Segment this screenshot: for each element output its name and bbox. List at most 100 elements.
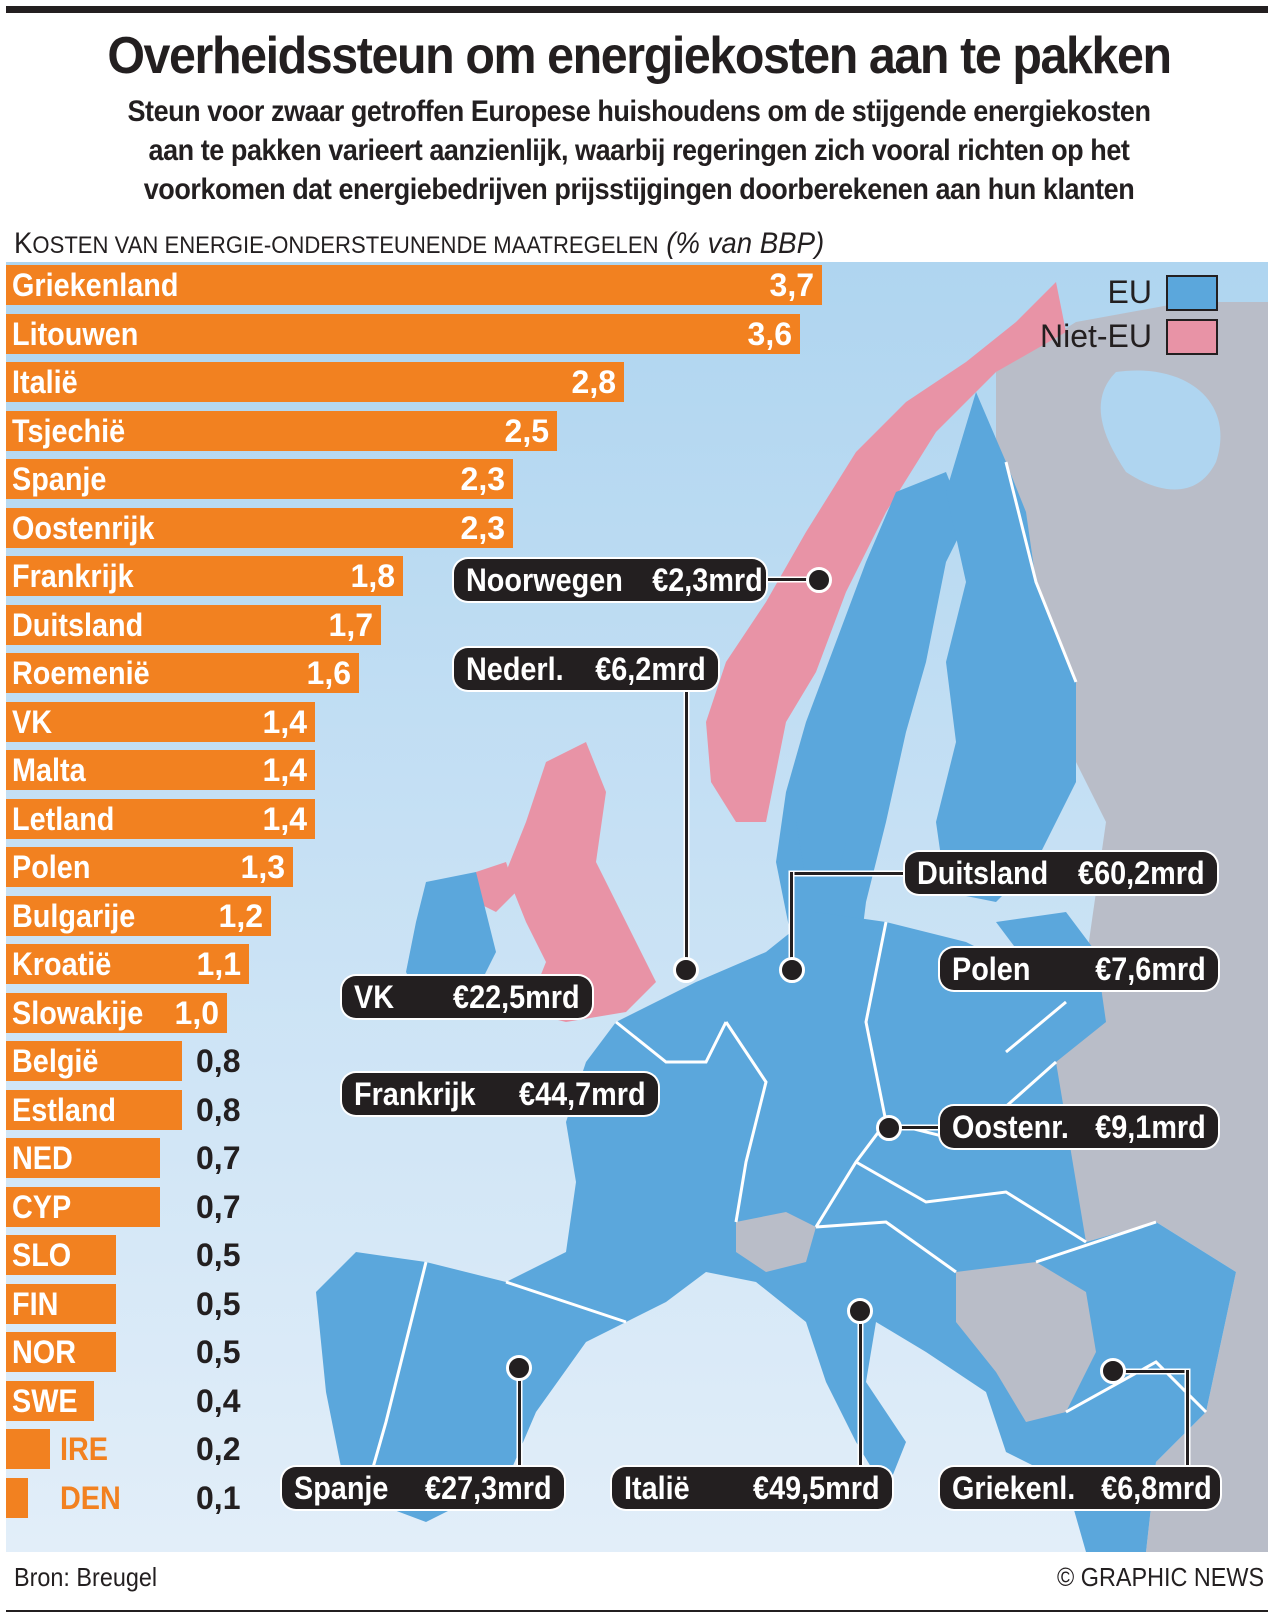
bar-2 bbox=[6, 362, 624, 402]
chart-title: KOSTEN VAN ENERGIE-ONDERSTEUNENDE MAATRE… bbox=[14, 226, 824, 264]
chart-title-cap: K bbox=[14, 227, 33, 260]
marker-nederland bbox=[673, 957, 699, 983]
top-rule bbox=[6, 6, 1268, 13]
legend-label-non-eu: Niet-EU bbox=[1039, 318, 1152, 354]
bar-label: SLO bbox=[12, 1237, 72, 1273]
bar-value: 0,8 bbox=[196, 1043, 241, 1079]
bar-value: 0,5 bbox=[196, 1334, 241, 1370]
bar-label: Roemenië bbox=[12, 655, 150, 691]
leader-spanje bbox=[518, 1370, 521, 1470]
leader-oostenrijk bbox=[890, 1126, 940, 1129]
callout-country: Italië bbox=[624, 1470, 690, 1506]
bar-value: 1,2 bbox=[218, 898, 263, 934]
bar-value: 0,8 bbox=[196, 1092, 241, 1128]
bar-value: 1,3 bbox=[240, 849, 285, 885]
bar-value: 0,4 bbox=[196, 1383, 241, 1419]
bar-label: Malta bbox=[12, 752, 86, 788]
callout-oostenrijk: Oostenr. €9,1mrd bbox=[940, 1106, 1218, 1148]
bar-value: 1,6 bbox=[306, 655, 351, 691]
leader-griekenland bbox=[1118, 1370, 1188, 1373]
leader-duitsland bbox=[790, 872, 906, 875]
bar-23 bbox=[6, 1381, 94, 1421]
region-balkans bbox=[956, 1262, 1096, 1422]
region-russia bbox=[996, 302, 1268, 1552]
bar-value: 1,0 bbox=[174, 995, 219, 1031]
bar-value: 1,1 bbox=[196, 946, 241, 982]
callout-polen: Polen €7,6mrd bbox=[940, 948, 1218, 990]
callout-country: Nederl. bbox=[466, 651, 564, 687]
bar-21 bbox=[6, 1284, 116, 1324]
bar-11 bbox=[6, 799, 315, 839]
bar-value: 3,6 bbox=[747, 316, 792, 352]
bar-value: 0,1 bbox=[196, 1480, 241, 1516]
callout-duitsland: Duitsland €60,2mrd bbox=[905, 852, 1217, 894]
callout-amount: €44,7mrd bbox=[519, 1076, 646, 1112]
bar-4 bbox=[6, 459, 513, 499]
marker-duitsland bbox=[779, 957, 805, 983]
callout-amount: €49,5mrd bbox=[753, 1470, 880, 1506]
bar-18 bbox=[6, 1138, 160, 1178]
bar-value: 1,4 bbox=[262, 704, 307, 740]
leader-griekenland-v bbox=[1186, 1370, 1189, 1470]
marker-noorwegen bbox=[806, 567, 832, 593]
callout-amount: €6,8mrd bbox=[1101, 1470, 1212, 1506]
leader-nederland bbox=[685, 690, 688, 970]
region-finland bbox=[936, 392, 1076, 902]
bar-label: Italië bbox=[12, 364, 78, 400]
bar-label: NED bbox=[12, 1140, 73, 1176]
bar-16 bbox=[6, 1041, 182, 1081]
bar-label: Estland bbox=[12, 1092, 117, 1128]
marker-spanje bbox=[506, 1355, 532, 1381]
bar-label: Letland bbox=[12, 801, 115, 837]
bar-20 bbox=[6, 1235, 116, 1275]
subtitle-line-1: Steun voor zwaar getroffen Europese huis… bbox=[127, 95, 1151, 128]
bar-label: Bulgarije bbox=[12, 898, 136, 934]
legend-swatch-eu bbox=[1166, 274, 1218, 311]
subtitle-line-2: aan te pakken varieert aanzienlijk, waar… bbox=[148, 134, 1130, 167]
region-uk bbox=[506, 742, 656, 1022]
bar-3 bbox=[6, 411, 557, 451]
callout-amount: €9,1mrd bbox=[1095, 1109, 1206, 1145]
callout-country: VK bbox=[354, 979, 395, 1015]
region-norway bbox=[706, 282, 1066, 822]
bar-14 bbox=[6, 944, 249, 984]
callout-country: Duitsland bbox=[917, 855, 1049, 891]
bar-label: Kroatië bbox=[12, 946, 112, 982]
bar-value: 1,4 bbox=[262, 801, 307, 837]
bar-12 bbox=[6, 847, 293, 887]
leader-italie bbox=[859, 1310, 862, 1470]
bar-value: 3,7 bbox=[769, 267, 814, 303]
region-northern-ireland bbox=[476, 862, 516, 912]
bar-value: 0,2 bbox=[196, 1431, 241, 1467]
country-borders bbox=[364, 461, 1208, 1493]
white-sea bbox=[1100, 370, 1221, 490]
callout-amount: €7,6mrd bbox=[1095, 951, 1206, 987]
callout-griekenland: Griekenl. €6,8mrd bbox=[940, 1467, 1220, 1509]
bar-label: IRE bbox=[60, 1431, 109, 1467]
region-denmark bbox=[796, 802, 846, 882]
subtitle-line-3: voorkomen dat energiebedrijven prijsstij… bbox=[143, 173, 1135, 206]
callout-country: Oostenr. bbox=[952, 1109, 1069, 1145]
map-legend: EU Niet-EU bbox=[978, 270, 1218, 360]
bar-value: 2,3 bbox=[460, 510, 505, 546]
callout-amount: €27,3mrd bbox=[425, 1470, 552, 1506]
callout-amount: €6,2mrd bbox=[595, 651, 706, 687]
bar-label: Litouwen bbox=[12, 316, 139, 352]
bar-value: 1,7 bbox=[328, 607, 373, 643]
callout-country: Frankrijk bbox=[354, 1076, 476, 1112]
leader-duitsland-v bbox=[790, 872, 793, 970]
bar-label: SWE bbox=[12, 1383, 78, 1419]
bar-value: 0,5 bbox=[196, 1237, 241, 1273]
legend-item-eu: EU bbox=[1108, 274, 1218, 311]
marker-oostenrijk bbox=[876, 1115, 902, 1141]
bar-6 bbox=[6, 556, 403, 596]
bar-25 bbox=[6, 1478, 28, 1518]
bar-label: Griekenland bbox=[12, 267, 179, 303]
callout-country: Griekenl. bbox=[952, 1470, 1076, 1506]
bar-10 bbox=[6, 750, 315, 790]
callout-italie: Italië €49,5mrd bbox=[612, 1467, 892, 1509]
page-title: Overheidssteun om energiekosten aan te p… bbox=[107, 27, 1172, 85]
bar-value: 1,4 bbox=[262, 752, 307, 788]
subtitle: Steun voor zwaar getroffen Europese huis… bbox=[0, 92, 1278, 209]
credit: © GRAPHIC NEWS bbox=[1056, 1562, 1264, 1592]
